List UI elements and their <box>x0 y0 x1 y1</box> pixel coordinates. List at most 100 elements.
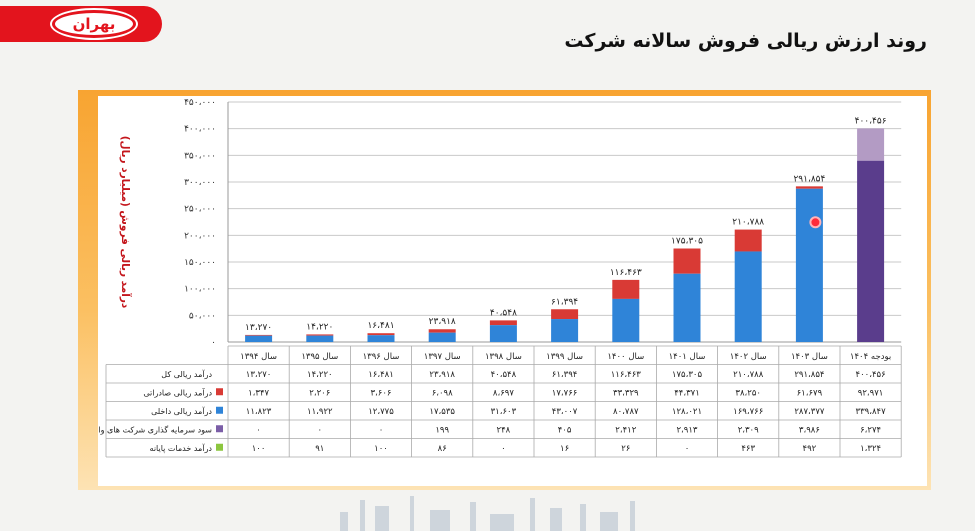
bar-total-label: ۶۱،۳۹۴ <box>551 297 578 307</box>
table-cell: ۸،۶۹۷ <box>493 388 514 398</box>
bar-total-label: ۱۴،۲۲۰ <box>306 322 333 332</box>
table-cell: ۱۱،۸۲۳ <box>246 407 272 417</box>
table-cell: ۰ <box>501 444 506 454</box>
table-cell: ۱۲۸،۰۲۱ <box>672 407 702 417</box>
table-cell: ۱۷،۷۶۶ <box>552 388 578 398</box>
legend-swatch <box>216 388 223 396</box>
category-label: سال ۱۴۰۱ <box>669 352 706 362</box>
bar-total-label: ۱۷۵،۳۰۵ <box>671 237 703 247</box>
y-tick-label: ۳۵۰،۰۰۰ <box>184 151 216 161</box>
table-cell: ۲،۳۰۹ <box>738 425 759 435</box>
bar-export <box>489 320 517 326</box>
bar-total-label: ۱۱۶،۴۶۳ <box>610 268 642 278</box>
table-cell: ۲۱۰،۷۸۸ <box>733 370 764 380</box>
table-cell: ۶،۰۹۸ <box>432 388 453 398</box>
bar-export <box>673 248 701 274</box>
bar-total-label: ۲۹۱،۸۵۴ <box>793 174 825 184</box>
table-cell: ۲۹۱،۸۵۴ <box>794 370 824 380</box>
table-cell: ۳۱،۶۰۳ <box>491 407 517 417</box>
legend-swatch <box>216 443 223 451</box>
bar-domestic <box>245 335 273 342</box>
table-cell: ۶،۲۷۴ <box>860 425 881 435</box>
table-cell: ۴۳،۰۰۷ <box>552 407 578 417</box>
table-cell: ۹۲،۹۷۱ <box>858 388 884 398</box>
bar-export <box>734 229 762 252</box>
table-cell: ۲،۹۱۳ <box>676 425 697 435</box>
bar-domestic <box>306 335 334 342</box>
y-tick-label: ۴۵۰،۰۰۰ <box>184 98 216 108</box>
table-cell: ۱۳،۲۷۰ <box>246 370 272 380</box>
legend-swatch <box>216 425 223 433</box>
bar-export <box>612 279 640 299</box>
table-cell: ۱۴،۲۲۰ <box>307 370 333 380</box>
y-axis-title: درآمد ریالی فروش (میلیارد ریال) <box>119 136 132 309</box>
table-cell: ۶۱،۶۷۹ <box>797 388 823 398</box>
bar-export <box>857 128 885 161</box>
table-cell: ۸۶ <box>438 444 447 454</box>
table-cell: ۱۶ <box>560 444 569 454</box>
category-label: بودجه ۱۴۰۴ <box>850 352 891 362</box>
table-cell: ۲۶ <box>621 444 630 454</box>
y-tick-label: ۵۰،۰۰۰ <box>189 311 216 321</box>
bar-export <box>551 309 579 320</box>
bar-domestic <box>612 298 640 342</box>
table-cell: ۹۱ <box>315 444 324 454</box>
bar-export <box>367 333 395 336</box>
bar-total-label: ۱۶،۴۸۱ <box>367 321 394 331</box>
table-cell: ۱۶،۴۸۱ <box>368 370 394 380</box>
table-row-label: درآمد ریالی داخلی <box>151 406 212 416</box>
y-tick-label: ۴۰۰،۰۰۰ <box>184 125 216 135</box>
bar-total-label: ۱۳،۲۷۰ <box>245 323 272 333</box>
chart-frame: ۰ ۵۰،۰۰۰ ۱۰۰،۰۰۰ ۱۵۰،۰۰۰ ۲۰۰،۰۰۰ ۲۵۰،۰۰۰ ۳۰۰،۰… <box>78 90 931 490</box>
bar-domestic <box>367 335 395 342</box>
table-cell: ۴۹۲ <box>803 444 817 454</box>
table-row-label: درآمد ریالی کل <box>161 369 212 379</box>
table-cell: ۸۰،۷۸۷ <box>613 407 639 417</box>
table-cell: ۱۰۰ <box>252 444 266 454</box>
bar-domestic <box>795 188 823 342</box>
table-cell: ۴۶۳ <box>741 444 755 454</box>
table-cell: ۳۳،۳۲۹ <box>613 388 639 398</box>
legend-swatch <box>216 406 223 414</box>
y-tick-label: ۲۵۰،۰۰۰ <box>184 205 216 215</box>
category-label: سال ۱۳۹۵ <box>301 352 338 362</box>
category-label: سال ۱۳۹۶ <box>363 352 400 362</box>
table-cell: ۱۷،۵۳۵ <box>429 407 455 417</box>
category-label: سال ۱۴۰۰ <box>607 352 644 362</box>
table-cell: ۲۴۸ <box>497 425 511 435</box>
table-cell: ۲،۲۰۶ <box>309 388 330 398</box>
table-cell: ۰ <box>379 425 384 435</box>
y-tick-label: ۱۰۰،۰۰۰ <box>184 285 216 295</box>
bar-domestic <box>673 273 701 342</box>
bar-export <box>245 334 273 336</box>
bar-export <box>795 186 823 189</box>
table-cell: ۴۰۰،۴۵۶ <box>856 370 886 380</box>
table-cell: ۲۳،۹۱۸ <box>429 370 455 380</box>
y-tick-label: ۱۵۰،۰۰۰ <box>184 258 216 268</box>
bar-export <box>428 329 456 333</box>
category-label: سال ۱۳۹۷ <box>424 352 461 362</box>
table-cell: ۰ <box>685 444 690 454</box>
bar-total-label: ۲۳،۹۱۸ <box>429 317 456 327</box>
table-cell: ۳۸،۲۵۰ <box>735 388 761 398</box>
table-cell: ۳،۹۸۶ <box>799 425 820 435</box>
table-cell: ۱،۳۲۴ <box>860 444 881 454</box>
category-label: سال ۱۴۰۳ <box>791 352 828 362</box>
table-cell: ۶۱،۳۹۴ <box>552 370 578 380</box>
table-cell: ۱۶۹،۷۶۶ <box>733 407 763 417</box>
category-label: سال ۱۳۹۴ <box>240 352 277 362</box>
table-cell: ۴۴،۳۷۱ <box>674 388 700 398</box>
y-tick-label: ۳۰۰،۰۰۰ <box>184 178 216 188</box>
table-cell: ۰ <box>318 425 323 435</box>
table-cell: ۴۰۵ <box>558 425 572 435</box>
table-cell: ۱۱،۹۲۲ <box>307 407 333 417</box>
company-logo: بهران <box>52 10 136 38</box>
table-cell: ۳۳۹،۸۴۷ <box>856 407 887 417</box>
y-tick-label: ۰ <box>211 338 216 348</box>
table-cell: ۱۲،۷۷۵ <box>368 407 394 417</box>
table-cell: ۳،۶۰۶ <box>370 388 391 398</box>
chart-svg: ۰ ۵۰،۰۰۰ ۱۰۰،۰۰۰ ۱۵۰،۰۰۰ ۲۰۰،۰۰۰ ۲۵۰،۰۰۰ ۳۰۰،۰… <box>82 98 902 458</box>
table-cell: ۲۸۷،۳۷۷ <box>794 407 825 417</box>
y-tick-label: ۲۰۰،۰۰۰ <box>184 231 216 241</box>
table-cell: ۴۰،۵۴۸ <box>491 370 517 380</box>
